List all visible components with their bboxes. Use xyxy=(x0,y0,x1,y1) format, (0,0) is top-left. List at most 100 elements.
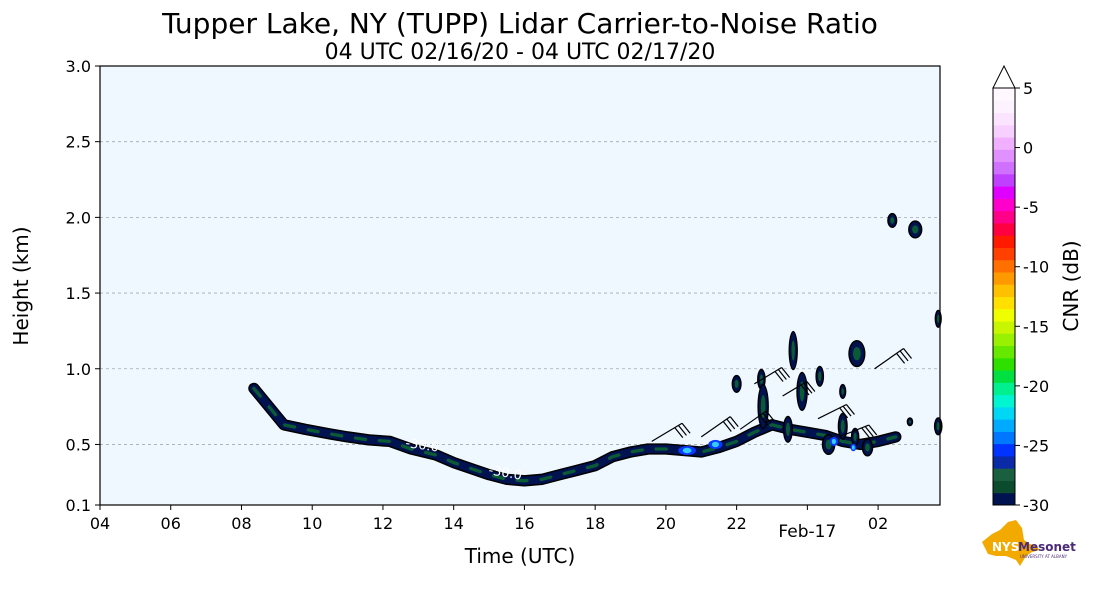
wind-barb-staff xyxy=(651,422,683,442)
contour-label: -30.0 xyxy=(487,463,523,484)
x-axis-title: Time (UTC) xyxy=(464,544,576,568)
colorbar-segment xyxy=(993,370,1015,383)
wind-barb xyxy=(700,416,739,438)
wind-barb-staff xyxy=(782,380,808,397)
wind-barb-staff xyxy=(739,410,767,430)
wind-barb xyxy=(739,410,775,430)
wind-barb-staff xyxy=(700,416,731,438)
wind-barb-flag xyxy=(759,415,769,426)
wind-barb-flag xyxy=(803,382,813,394)
cloud-blob-core xyxy=(908,420,911,424)
x-tick-label: 10 xyxy=(302,514,322,533)
x-tick-label: 08 xyxy=(231,514,251,533)
y-tick-label: 0.1 xyxy=(66,496,91,515)
wind-barb-flag xyxy=(845,404,855,415)
colorbar-tick-label: 5 xyxy=(1023,79,1033,98)
grid-lines xyxy=(100,141,940,445)
colorbar-segment xyxy=(993,124,1015,138)
colorbar-segment xyxy=(993,382,1015,396)
x-date-label: Feb-17 xyxy=(778,522,836,542)
colorbar-segment xyxy=(993,259,1015,273)
cnr-peak-spot xyxy=(711,441,719,448)
y-tick-label: 0.5 xyxy=(66,435,91,454)
colorbar-segment xyxy=(993,88,1015,101)
colorbar-tick-label: -10 xyxy=(1023,258,1049,277)
colorbar-segment xyxy=(993,308,1015,322)
wind-barb xyxy=(782,380,816,397)
wind-barb-flag xyxy=(899,350,909,362)
wind-barb xyxy=(651,422,691,442)
cnr-peak-spot xyxy=(851,445,855,450)
x-tick-label: 12 xyxy=(373,514,393,533)
wind-barb-flag xyxy=(726,418,736,430)
wind-barb-flag xyxy=(839,407,849,419)
colorbar-segment xyxy=(993,284,1015,297)
cloud-contours xyxy=(248,212,943,487)
colorbar-segment xyxy=(993,235,1015,248)
nys-mesonet-logo: NYS Mesonet UNIVERSITY AT ALBANY xyxy=(982,520,1076,566)
cloud-blob-core xyxy=(937,314,940,323)
colorbar-tick-label: -15 xyxy=(1023,317,1049,336)
colorbar-tick-label: -30 xyxy=(1023,496,1049,515)
wind-barb-flag xyxy=(722,421,732,432)
y-axis: 0.1 0.5 1.0 1.5 2.0 2.5 3.0 xyxy=(66,57,100,515)
colorbar-tick-label: -20 xyxy=(1023,377,1049,396)
colorbar-segment xyxy=(993,333,1015,347)
colorbar-segment xyxy=(993,161,1015,175)
wind-barb-flag xyxy=(861,427,871,439)
colorbar-segment xyxy=(993,406,1015,420)
wind-barb-staff xyxy=(817,403,847,420)
contour-label: -30.0 xyxy=(404,436,439,456)
wind-barb-flag xyxy=(765,410,775,422)
wind-barb-flag xyxy=(806,381,816,392)
colorbar-segment xyxy=(993,357,1015,371)
colorbar-segment xyxy=(993,455,1015,469)
cloud-blob-core xyxy=(912,225,919,234)
colorbar-tick-label: -25 xyxy=(1023,436,1049,455)
x-tick-label: 20 xyxy=(656,514,676,533)
chart-subtitle: 04 UTC 02/16/20 - 04 UTC 02/17/20 xyxy=(325,40,716,65)
colorbar-segment xyxy=(993,222,1015,236)
cnr-peak-spot xyxy=(682,447,692,454)
wind-barb-staff xyxy=(754,367,782,385)
cloud-blob-core xyxy=(799,381,805,402)
cloud-core xyxy=(252,386,898,483)
cloud-blob-core xyxy=(818,371,822,382)
colorbar-segment xyxy=(993,431,1015,445)
cloud-blob-core xyxy=(852,346,861,361)
colorbar-segment xyxy=(993,480,1015,494)
y-tick-label: 3.0 xyxy=(66,57,91,76)
colorbar-ticks: 5 0 -5 -10 -15 -20 -25 -30 xyxy=(1015,79,1049,515)
cloud-blob-core xyxy=(865,443,870,452)
colorbar xyxy=(992,64,1016,506)
colorbar-segment xyxy=(993,321,1015,334)
colorbar-segment xyxy=(993,198,1015,212)
x-tick-label: 06 xyxy=(161,514,181,533)
colorbar-segment xyxy=(993,419,1015,432)
colorbar-segment xyxy=(993,186,1015,199)
cloud-blob-core xyxy=(841,388,844,395)
colorbar-segment xyxy=(993,345,1015,359)
y-axis-title: Height (km) xyxy=(9,226,33,345)
x-tick-label: 22 xyxy=(726,514,746,533)
x-tick-label: 18 xyxy=(585,514,605,533)
x-tick-label: 14 xyxy=(444,514,464,533)
plot-frame xyxy=(99,65,941,506)
colorbar-title: CNR (dB) xyxy=(1059,240,1083,331)
wind-barb-staff xyxy=(838,424,869,438)
cloud-blob-core xyxy=(840,419,845,433)
colorbar-tick-label: 0 xyxy=(1023,139,1033,158)
cloud-blob-core xyxy=(890,217,895,224)
wind-barb-flag xyxy=(868,424,878,436)
colorbar-segment xyxy=(993,173,1015,187)
colorbar-tick-label: -5 xyxy=(1023,198,1039,217)
colorbar-frame xyxy=(992,87,1016,506)
wind-barb xyxy=(817,403,855,420)
wind-barb-flag xyxy=(729,416,739,427)
cloud-blob-core xyxy=(785,422,790,436)
wind-barb-flag xyxy=(903,348,913,359)
logo-name: Mesonet xyxy=(1018,540,1076,554)
colorbar-segment xyxy=(993,468,1015,481)
colorbar-segment xyxy=(993,247,1015,261)
